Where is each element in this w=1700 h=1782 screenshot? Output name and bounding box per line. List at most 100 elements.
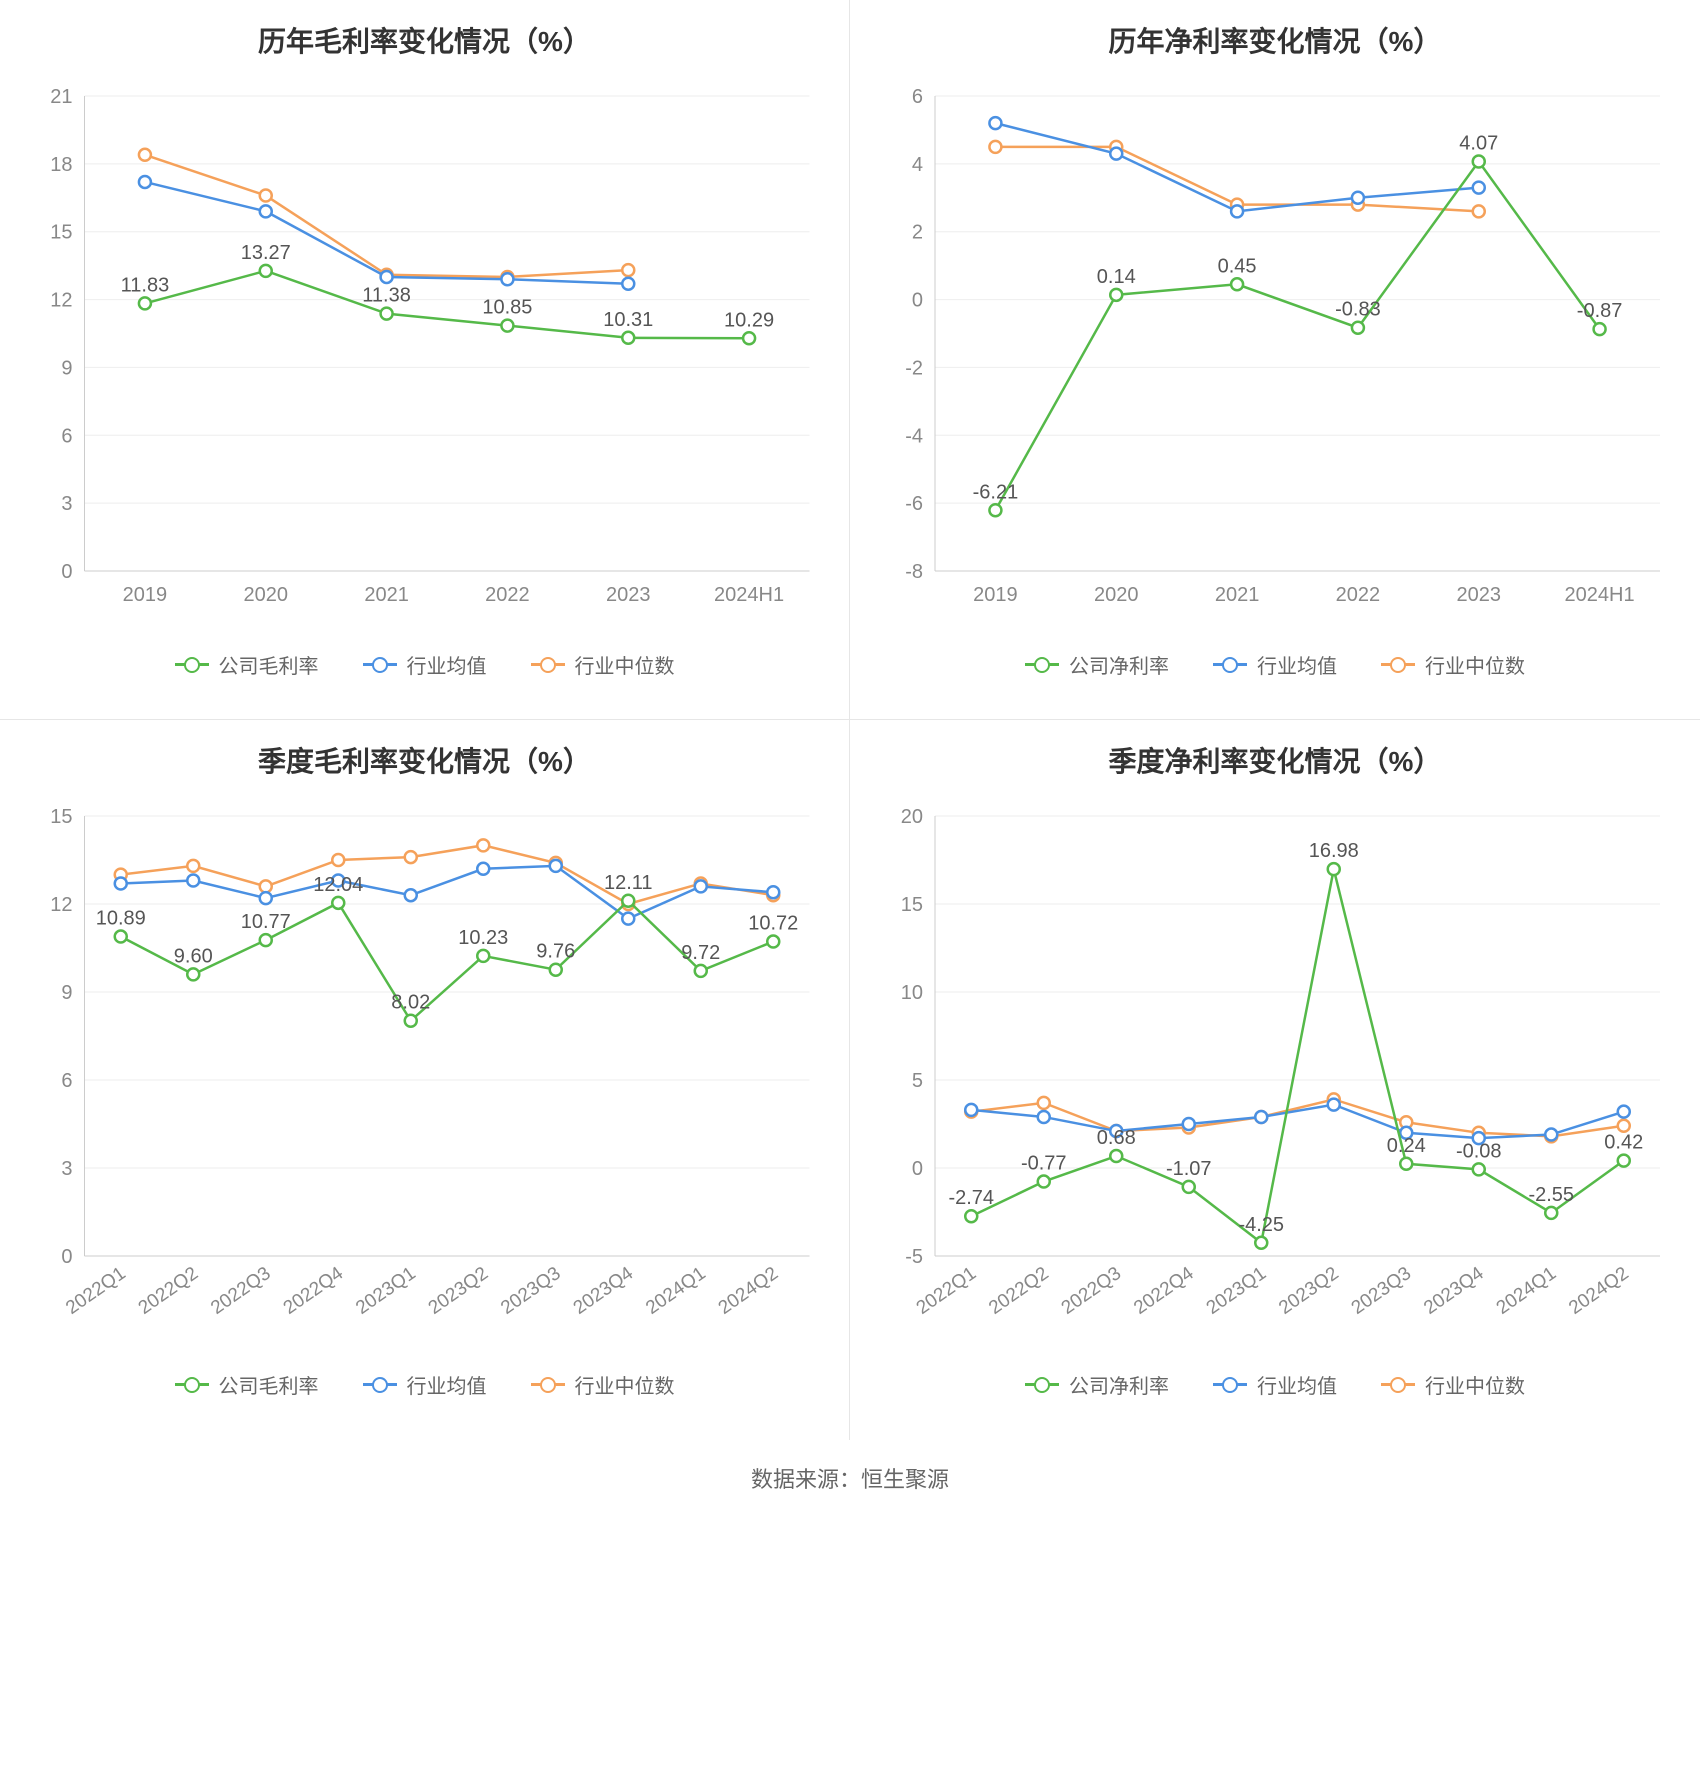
svg-text:2020: 2020 — [244, 584, 289, 606]
svg-text:2022Q4: 2022Q4 — [280, 1263, 348, 1319]
legend-item: 公司净利率 — [1025, 1370, 1169, 1399]
svg-text:12.11: 12.11 — [604, 872, 653, 894]
svg-text:8.02: 8.02 — [391, 992, 430, 1014]
chart-grid: 历年毛利率变化情况（%） 201920202021202220232024H10… — [0, 0, 1700, 1440]
svg-text:0.42: 0.42 — [1604, 1132, 1643, 1154]
svg-text:-0.08: -0.08 — [1456, 1140, 1502, 1162]
legend: 公司毛利率 行业均值 行业中位数 — [14, 1370, 835, 1399]
chart-title: 季度毛利率变化情况（%） — [14, 740, 835, 780]
svg-text:10.29: 10.29 — [724, 309, 774, 331]
legend-swatch-icon — [363, 1383, 397, 1386]
svg-text:5: 5 — [912, 1070, 923, 1092]
legend-item: 公司毛利率 — [175, 1370, 319, 1399]
legend-label: 公司毛利率 — [219, 1370, 319, 1399]
svg-text:2023Q1: 2023Q1 — [1203, 1263, 1270, 1319]
svg-text:2022Q1: 2022Q1 — [913, 1263, 980, 1319]
svg-text:2022Q4: 2022Q4 — [1130, 1263, 1198, 1319]
svg-text:0.24: 0.24 — [1387, 1135, 1426, 1157]
svg-text:2024H1: 2024H1 — [714, 584, 784, 606]
svg-text:9.72: 9.72 — [681, 942, 720, 964]
svg-text:0: 0 — [912, 290, 923, 312]
svg-text:20: 20 — [901, 806, 923, 828]
svg-text:2019: 2019 — [973, 584, 1018, 606]
svg-text:-0.77: -0.77 — [1021, 1153, 1067, 1175]
svg-text:2022Q3: 2022Q3 — [207, 1263, 274, 1319]
svg-text:2023: 2023 — [606, 584, 651, 606]
panel-quarter-net: 季度净利率变化情况（%） 2022Q12022Q22022Q32022Q4202… — [850, 720, 1700, 1440]
chart-title: 历年毛利率变化情况（%） — [14, 20, 835, 60]
svg-text:2023Q3: 2023Q3 — [1348, 1263, 1415, 1319]
svg-text:-6.21: -6.21 — [973, 481, 1019, 503]
svg-text:2023Q1: 2023Q1 — [352, 1263, 419, 1319]
svg-text:6: 6 — [912, 86, 923, 108]
svg-text:2024H1: 2024H1 — [1565, 584, 1635, 606]
legend-label: 公司净利率 — [1069, 1370, 1169, 1399]
svg-text:-4.25: -4.25 — [1238, 1214, 1284, 1236]
svg-text:6: 6 — [61, 1070, 72, 1092]
svg-text:9.76: 9.76 — [536, 941, 575, 963]
svg-text:-5: -5 — [905, 1246, 923, 1268]
svg-text:2024Q2: 2024Q2 — [1565, 1263, 1632, 1319]
legend: 公司毛利率行业均值行业中位数 — [14, 650, 835, 679]
legend-item: 行业中位数 — [531, 1370, 675, 1399]
legend-label: 行业中位数 — [575, 1370, 675, 1399]
legend-swatch-icon — [1213, 1383, 1247, 1386]
legend-swatch-icon — [1025, 1383, 1059, 1386]
svg-text:-4: -4 — [905, 425, 923, 447]
legend-label: 行业中位数 — [575, 650, 675, 679]
svg-text:-2: -2 — [905, 357, 923, 379]
legend-item: 公司毛利率 — [175, 650, 319, 679]
legend-swatch-icon — [1213, 663, 1247, 666]
svg-text:0: 0 — [912, 1158, 923, 1180]
svg-text:2024Q1: 2024Q1 — [642, 1263, 709, 1319]
legend-item: 行业中位数 — [1381, 1370, 1525, 1399]
legend-swatch-icon — [1025, 663, 1059, 666]
legend-label: 行业均值 — [1257, 1370, 1337, 1399]
svg-text:2023Q3: 2023Q3 — [497, 1263, 564, 1319]
legend: 公司净利率 行业均值 行业中位数 — [864, 1370, 1686, 1399]
svg-text:2023Q2: 2023Q2 — [425, 1263, 492, 1319]
legend-item: 行业均值 — [1213, 1370, 1337, 1399]
legend-item: 公司净利率 — [1025, 650, 1169, 679]
svg-text:2022Q2: 2022Q2 — [985, 1263, 1052, 1319]
svg-text:10.85: 10.85 — [482, 297, 532, 319]
legend-swatch-icon — [1381, 1383, 1415, 1386]
svg-text:0.45: 0.45 — [1218, 255, 1257, 277]
svg-text:2022Q2: 2022Q2 — [135, 1263, 202, 1319]
svg-text:15: 15 — [901, 894, 923, 916]
svg-text:18: 18 — [50, 154, 72, 176]
svg-text:-2.55: -2.55 — [1528, 1184, 1574, 1206]
legend-swatch-icon — [175, 663, 209, 666]
chart-canvas-annual-gross: 201920202021202220232024H103691215182111… — [14, 66, 835, 626]
legend-swatch-icon — [1381, 663, 1415, 666]
chart-canvas-quarter-gross: 2022Q12022Q22022Q32022Q42023Q12023Q22023… — [14, 786, 835, 1346]
legend-swatch-icon — [363, 663, 397, 666]
legend-item: 行业均值 — [363, 1370, 487, 1399]
legend-item: 行业中位数 — [1381, 650, 1525, 679]
svg-text:12.04: 12.04 — [313, 874, 363, 896]
legend-label: 公司净利率 — [1069, 650, 1169, 679]
svg-text:2024Q1: 2024Q1 — [1493, 1263, 1560, 1319]
legend-label: 行业均值 — [407, 1370, 487, 1399]
legend-swatch-icon — [175, 1383, 209, 1386]
svg-text:21: 21 — [50, 86, 72, 108]
svg-text:2020: 2020 — [1094, 584, 1139, 606]
svg-text:10.72: 10.72 — [748, 913, 798, 935]
svg-text:2022: 2022 — [1336, 584, 1381, 606]
svg-text:2: 2 — [912, 222, 923, 244]
svg-text:12: 12 — [50, 290, 72, 312]
svg-text:2023Q2: 2023Q2 — [1275, 1263, 1342, 1319]
svg-text:-6: -6 — [905, 493, 923, 515]
svg-text:9: 9 — [61, 982, 72, 1004]
svg-text:2024Q2: 2024Q2 — [715, 1263, 782, 1319]
svg-text:2019: 2019 — [123, 584, 168, 606]
svg-text:9: 9 — [61, 357, 72, 379]
svg-text:13.27: 13.27 — [241, 242, 291, 264]
svg-text:10: 10 — [901, 982, 923, 1004]
svg-text:10.31: 10.31 — [603, 309, 653, 331]
svg-text:11.83: 11.83 — [121, 274, 170, 296]
svg-text:11.38: 11.38 — [362, 285, 411, 307]
chart-title: 季度净利率变化情况（%） — [864, 740, 1686, 780]
svg-text:4.07: 4.07 — [1459, 132, 1498, 154]
svg-text:-2.74: -2.74 — [948, 1187, 994, 1209]
